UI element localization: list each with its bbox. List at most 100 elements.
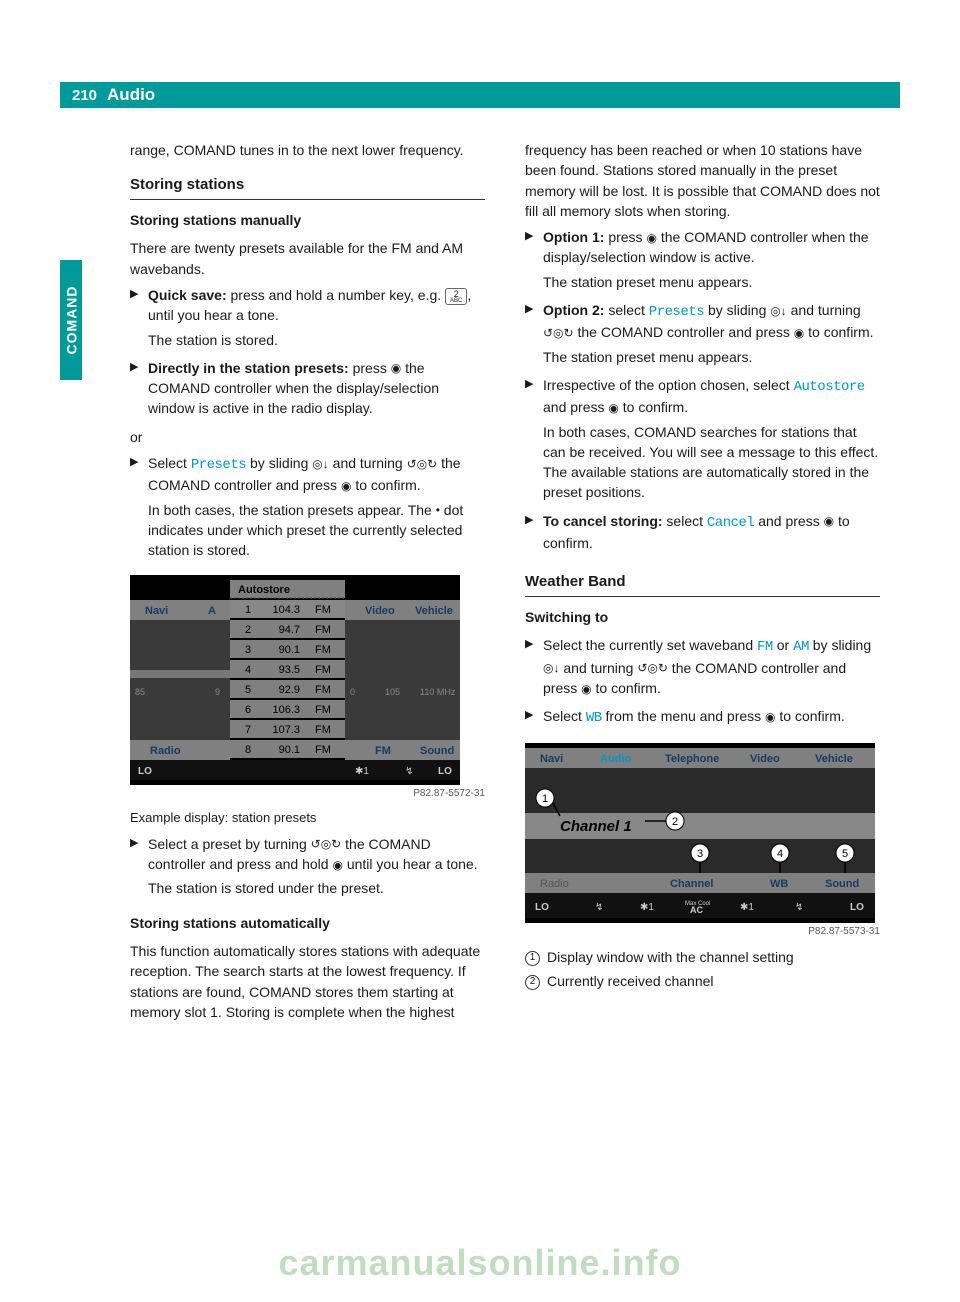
svg-text:FM: FM [315,744,331,756]
svg-text:✱1: ✱1 [355,766,369,777]
figure-wb: Navi Audio Telephone Video Vehicle Chann… [525,743,880,940]
press-icon: ◉ [341,478,351,495]
page-number: 210 [72,87,97,104]
svg-text:Audio: Audio [600,753,631,765]
wb-keyword: WB [586,710,602,726]
cancel-keyword: Cancel [707,515,754,531]
svg-text:A: A [208,605,216,617]
svg-text:3: 3 [245,644,251,656]
svg-text:LO: LO [438,766,452,777]
callout-1-icon: 1 [525,951,540,966]
step-marker: ▶ [525,300,543,371]
svg-text:7: 7 [245,724,251,736]
svg-text:105: 105 [385,687,400,697]
svg-text:✱1: ✱1 [640,902,654,913]
svg-text:85: 85 [135,687,145,697]
svg-text:↯: ↯ [595,902,603,913]
svg-text:107.3: 107.3 [272,724,300,736]
number-key-2-icon: 2ABC [445,288,467,305]
page-title: Audio [107,85,155,105]
svg-text:8: 8 [245,744,251,756]
heading-storing: Storing stations [130,174,485,200]
svg-text:Sound: Sound [420,745,454,757]
cont-text: frequency has been reached or when 10 st… [525,140,880,221]
watermark: carmanualsonline.info [0,1242,960,1284]
svg-text:0: 0 [350,687,355,697]
heading-switching: Switching to [525,607,880,627]
press-icon: ◉ [608,400,618,417]
svg-text:94.7: 94.7 [279,624,300,636]
step-switch-wb: ▶ Select the currently set waveband FM o… [525,635,880,702]
content: range, COMAND tunes in to the next lower… [130,140,880,1028]
step-marker: ▶ [525,227,543,296]
left-column: range, COMAND tunes in to the next lower… [130,140,485,1028]
press-icon: ◉ [646,230,656,247]
am-keyword: AM [793,639,809,655]
svg-text:LO: LO [138,766,152,777]
step-option2: ▶ Option 2: select Presets by sliding ◎↓… [525,300,880,371]
step-select-preset: ▶ Select a preset by turning ↺◎↻ the COM… [130,834,485,903]
side-tab-label: COMAND [63,286,79,355]
svg-text:↯: ↯ [795,902,803,913]
svg-text:Sound: Sound [825,878,859,890]
svg-text:2: 2 [245,624,251,636]
turn-icon: ↺◎↻ [407,456,438,473]
or-text: or [130,427,485,447]
legend-1: 1 Display window with the channel settin… [525,947,880,967]
heading-auto: Storing stations automatically [130,913,485,933]
autostore-keyword: Autostore [794,379,865,395]
svg-text:Navi: Navi [540,753,563,765]
svg-text:3: 3 [697,848,703,860]
svg-text:FM: FM [315,604,331,616]
press-icon: ◉ [391,360,401,377]
figure-id: P82.87-5573-31 [525,925,880,940]
presets-keyword: Presets [649,304,704,320]
step-marker: ▶ [130,453,148,564]
turn-icon: ↺◎↻ [311,836,342,853]
callout-2-icon: 2 [525,975,540,990]
svg-text:FM: FM [315,724,331,736]
step-option1: ▶ Option 1: press ◉ the COMAND controlle… [525,227,880,296]
svg-text:106.3: 106.3 [272,704,300,716]
svg-text:92.9: 92.9 [279,684,300,696]
svg-text:Channel: Channel [670,878,713,890]
svg-text:90.1: 90.1 [279,744,300,756]
step-cancel: ▶ To cancel storing: select Cancel and p… [525,511,880,558]
fm-keyword: FM [757,639,773,655]
svg-text:Channel 1: Channel 1 [560,818,632,835]
svg-text:AC: AC [690,905,703,915]
svg-text:↯: ↯ [405,766,413,777]
step-direct: ▶ Directly in the station presets: press… [130,358,485,423]
step-marker: ▶ [130,834,148,903]
right-column: frequency has been reached or when 10 st… [525,140,880,1028]
svg-text:110 MHz: 110 MHz [420,687,456,697]
svg-text:Vehicle: Vehicle [415,605,453,617]
svg-text:LO: LO [850,902,864,913]
svg-text:FM: FM [315,624,331,636]
svg-text:Autostore: Autostore [238,584,290,596]
svg-text:90.1: 90.1 [279,644,300,656]
step-marker: ▶ [525,511,543,558]
header-bar: 210 Audio [60,82,900,108]
press-icon: ◉ [824,513,834,530]
svg-text:6: 6 [245,704,251,716]
figure-id: P82.87-5572-31 [130,787,485,802]
svg-text:FM: FM [315,704,331,716]
step-quick-save: ▶ Quick save: press and hold a number ke… [130,285,485,354]
svg-text:104.3: 104.3 [272,604,300,616]
press-icon: ◉ [581,681,591,698]
side-tab: COMAND [60,260,82,380]
svg-text:Navi: Navi [145,605,168,617]
auto-text: This function automatically stores stati… [130,941,485,1022]
svg-text:5: 5 [245,684,251,696]
svg-text:1: 1 [542,793,548,805]
step-select-wb: ▶ Select WB from the menu and press ◉ to… [525,706,880,732]
step-marker: ▶ [130,285,148,354]
step-marker: ▶ [525,375,543,507]
svg-text:Radio: Radio [540,878,569,890]
svg-text:1: 1 [245,604,251,616]
step-marker: ▶ [525,635,543,702]
intro-text: range, COMAND tunes in to the next lower… [130,140,485,160]
svg-text:FM: FM [315,684,331,696]
svg-text:2: 2 [672,816,678,828]
